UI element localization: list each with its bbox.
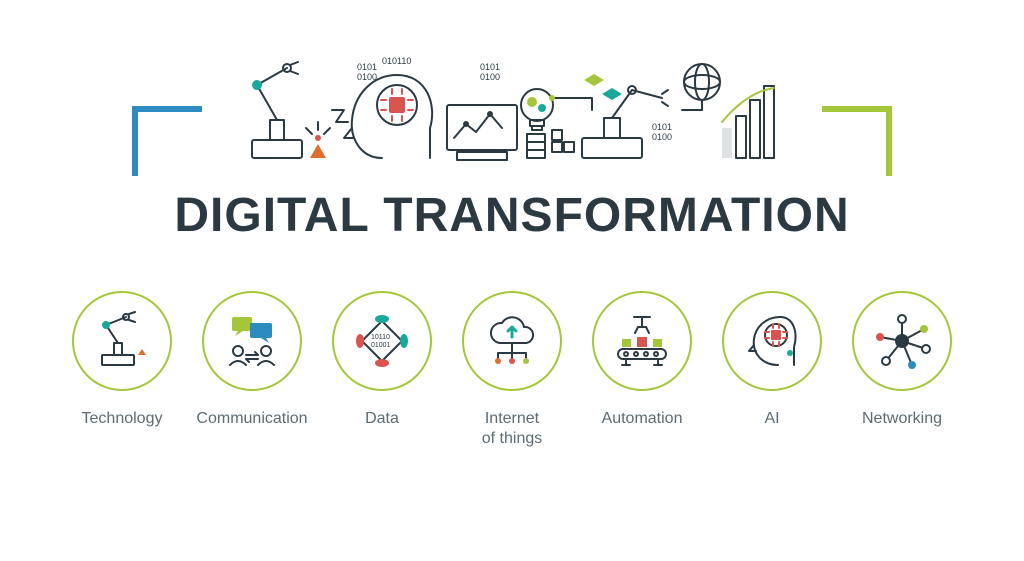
item-data: 10110 01001 Data: [322, 291, 442, 449]
svg-text:01001: 01001: [371, 342, 391, 349]
item-technology: Technology: [62, 291, 182, 449]
item-label: Networking: [862, 409, 942, 429]
bracket-left: [132, 106, 202, 176]
bracket-right: [822, 106, 892, 176]
item-communication: Communication: [192, 291, 312, 449]
conveyor-icon: [612, 311, 672, 371]
hero-illustration: 0101 0100 010110 0101 0100: [232, 50, 792, 170]
item-networking: Networking: [842, 291, 962, 449]
item-circle: 10110 01001: [332, 291, 432, 391]
svg-text:0100: 0100: [357, 72, 377, 82]
item-circle: [852, 291, 952, 391]
svg-text:0100: 0100: [480, 72, 500, 82]
ai-head-icon: [742, 311, 802, 371]
item-circle: [722, 291, 822, 391]
item-ai: AI: [712, 291, 832, 449]
item-label: AI: [764, 409, 779, 429]
data-nodes-icon: 10110 01001: [352, 311, 412, 371]
hero-banner: 0101 0100 010110 0101 0100: [132, 40, 892, 170]
item-label: Data: [365, 409, 399, 429]
item-circle: [592, 291, 692, 391]
item-automation: Automation: [582, 291, 702, 449]
network-hub-icon: [872, 311, 932, 371]
cloud-iot-icon: [482, 311, 542, 371]
chat-people-icon: [222, 311, 282, 371]
item-label: Automation: [602, 409, 683, 429]
category-row: Technology Communication: [40, 291, 984, 449]
svg-text:0101: 0101: [357, 62, 377, 72]
item-iot: Internetof things: [452, 291, 572, 449]
robot-arm-icon: [92, 311, 152, 371]
svg-text:010110: 010110: [382, 56, 411, 66]
svg-text:0101: 0101: [652, 122, 672, 132]
item-circle: [202, 291, 302, 391]
svg-text:0100: 0100: [652, 132, 672, 142]
svg-text:10110: 10110: [371, 334, 390, 341]
item-circle: [462, 291, 562, 391]
item-label: Internetof things: [482, 409, 542, 449]
item-circle: [72, 291, 172, 391]
svg-text:0101: 0101: [480, 62, 500, 72]
item-label: Communication: [196, 409, 307, 429]
main-title: DIGITAL TRANSFORMATION: [174, 188, 849, 243]
item-label: Technology: [82, 409, 163, 429]
